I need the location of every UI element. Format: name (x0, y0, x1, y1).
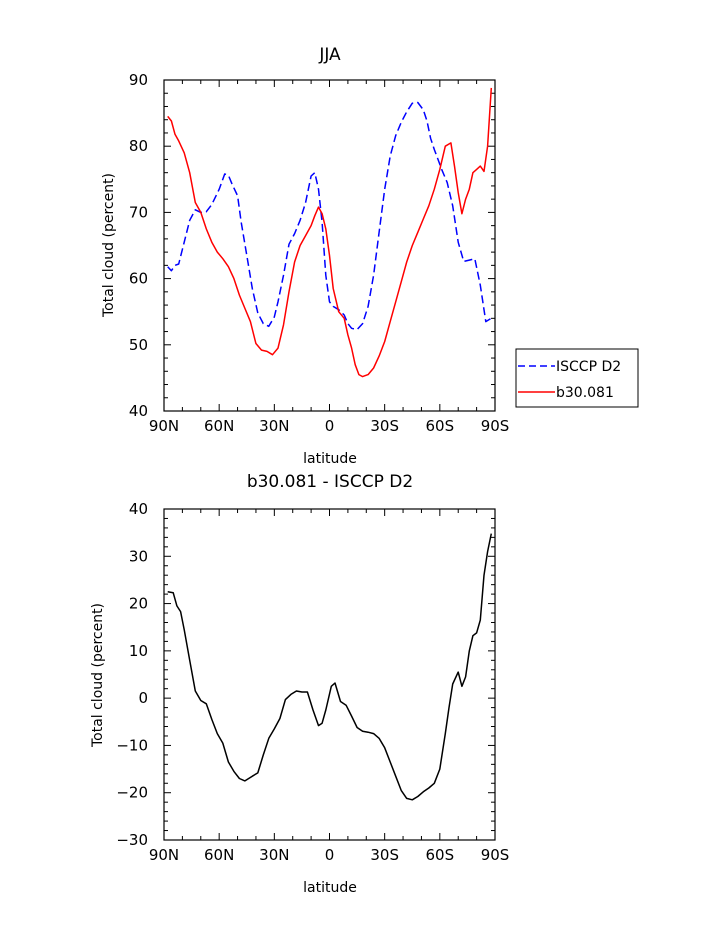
legend: ISCCP D2 b30.081 (515, 348, 639, 408)
top-y-tick-label: 50 (129, 336, 148, 354)
bottom-y-tick-label: 30 (129, 547, 148, 565)
bottom-y-tick-label: −10 (116, 736, 148, 754)
bottom-tick-marks (163, 508, 496, 841)
top-x-tick-labels: 90N 60N 30N 0 30S 60S 90S (149, 417, 509, 435)
top-panel: JJA 90N 60N 30N 0 30S 60S 90S 40 50 60 70 80 90 lat… (101, 45, 509, 467)
top-series-line-b30-081 (167, 87, 493, 378)
top-x-axis-label: latitude (303, 451, 357, 467)
top-y-tick-label: 60 (129, 270, 148, 288)
bottom-x-tick-label: 0 (325, 846, 335, 864)
top-y-tick-label: 40 (129, 402, 148, 420)
top-y-tick-label: 90 (129, 71, 148, 89)
bottom-series-line-difference (167, 533, 493, 801)
top-y-tick-labels: 40 50 60 70 80 90 (129, 71, 148, 420)
bottom-y-tick-label: 0 (138, 689, 148, 707)
bottom-series-lines (167, 533, 493, 801)
bottom-y-tick-labels: −30 −20 −10 0 10 20 30 40 (116, 500, 148, 849)
bottom-x-tick-label: 60S (426, 846, 455, 864)
bottom-y-tick-label: 40 (129, 500, 148, 518)
top-y-axis-label: Total cloud (percent) (101, 173, 117, 318)
bottom-y-axis-label: Total cloud (percent) (90, 603, 106, 748)
top-series-line-isccp-d2 (167, 101, 492, 331)
bottom-x-tick-label: 30N (259, 846, 289, 864)
top-x-tick-label: 90N (149, 417, 179, 435)
top-x-tick-label: 30N (259, 417, 289, 435)
bottom-y-tick-label: 20 (129, 595, 148, 613)
legend-label-isccp-d2: ISCCP D2 (556, 359, 621, 375)
top-x-tick-label: 90S (481, 417, 510, 435)
bottom-y-tick-label: 10 (129, 642, 148, 660)
top-x-tick-label: 60N (204, 417, 234, 435)
bottom-x-axis-label: latitude (303, 880, 357, 896)
legend-label-b30-081: b30.081 (556, 385, 614, 401)
top-tick-marks (163, 79, 496, 412)
top-chart-title: JJA (318, 45, 341, 65)
bottom-chart-title: b30.081 - ISCCP D2 (247, 472, 413, 492)
bottom-x-tick-labels: 90N 60N 30N 0 30S 60S 90S (149, 846, 509, 864)
bottom-y-tick-label: −30 (116, 831, 148, 849)
top-x-tick-label: 60S (426, 417, 455, 435)
bottom-plot-frame (163, 508, 496, 841)
top-x-tick-label: 30S (370, 417, 399, 435)
legend-box (515, 348, 639, 408)
bottom-x-tick-label: 30S (370, 846, 399, 864)
bottom-x-tick-label: 90S (481, 846, 510, 864)
top-y-tick-label: 70 (129, 203, 148, 221)
bottom-x-tick-label: 60N (204, 846, 234, 864)
top-y-tick-label: 80 (129, 137, 148, 155)
top-series-lines (167, 87, 493, 378)
bottom-x-tick-label: 90N (149, 846, 179, 864)
bottom-y-tick-label: −20 (116, 784, 148, 802)
bottom-panel: b30.081 - ISCCP D2 90N 60N 30N 0 30S 60S 90S −… (90, 472, 509, 896)
top-x-tick-label: 0 (325, 417, 335, 435)
